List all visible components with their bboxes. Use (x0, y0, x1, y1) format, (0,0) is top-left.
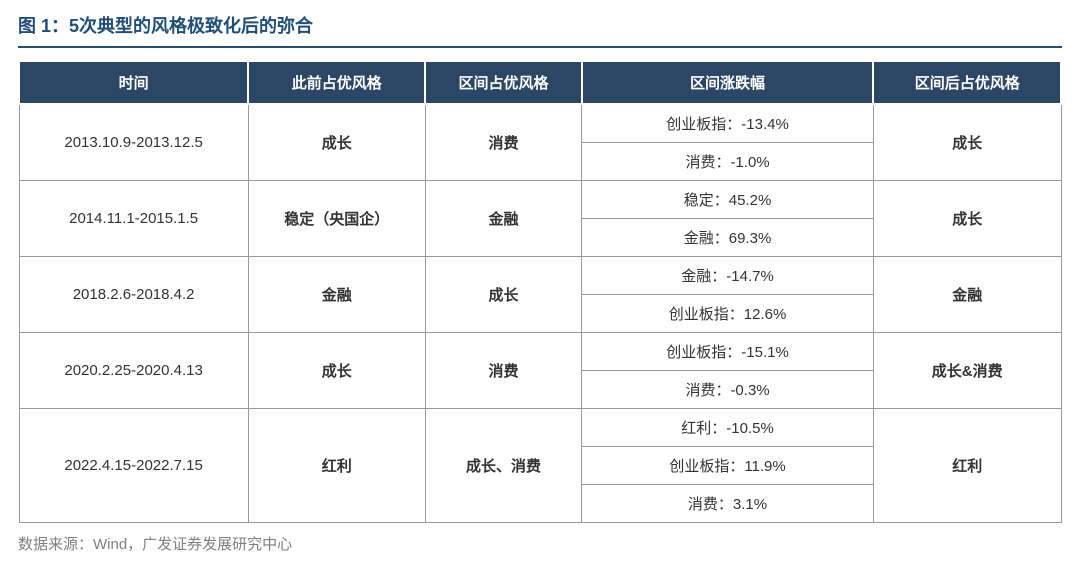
table-row: 2013.10.9-2013.12.5成长消费创业板指：-13.4%成长 (19, 104, 1061, 143)
table-row: 2020.2.25-2020.4.13成长消费创业板指：-15.1%成长&消费 (19, 333, 1061, 371)
header-change: 区间涨跌幅 (582, 61, 874, 104)
cell-change: 消费：-0.3% (582, 371, 874, 409)
figure-title: 图 1：5次典型的风格极致化后的弥合 (18, 12, 1062, 48)
cell-after-style: 金融 (873, 257, 1061, 333)
cell-change: 金融：69.3% (582, 219, 874, 257)
cell-after-style: 成长&消费 (873, 333, 1061, 409)
cell-time: 2018.2.6-2018.4.2 (19, 257, 248, 333)
cell-period-style: 消费 (425, 104, 581, 181)
cell-period-style: 消费 (425, 333, 581, 409)
cell-time: 2020.2.25-2020.4.13 (19, 333, 248, 409)
table-header-row: 时间 此前占优风格 区间占优风格 区间涨跌幅 区间后占优风格 (19, 61, 1061, 104)
cell-prev-style: 红利 (248, 409, 425, 523)
style-table: 时间 此前占优风格 区间占优风格 区间涨跌幅 区间后占优风格 2013.10.9… (18, 60, 1062, 523)
cell-period-style: 成长 (425, 257, 581, 333)
cell-prev-style: 成长 (248, 333, 425, 409)
cell-change: 创业板指：11.9% (582, 447, 874, 485)
cell-prev-style: 稳定（央国企） (248, 181, 425, 257)
cell-prev-style: 成长 (248, 104, 425, 181)
cell-change: 消费：3.1% (582, 485, 874, 523)
cell-change: 创业板指：-13.4% (582, 104, 874, 143)
cell-change: 创业板指：12.6% (582, 295, 874, 333)
cell-time: 2013.10.9-2013.12.5 (19, 104, 248, 181)
header-prev: 此前占优风格 (248, 61, 425, 104)
cell-change: 消费：-1.0% (582, 143, 874, 181)
cell-after-style: 成长 (873, 104, 1061, 181)
cell-prev-style: 金融 (248, 257, 425, 333)
cell-time: 2022.4.15-2022.7.15 (19, 409, 248, 523)
cell-change: 红利：-10.5% (582, 409, 874, 447)
cell-after-style: 红利 (873, 409, 1061, 523)
cell-change: 创业板指：-15.1% (582, 333, 874, 371)
header-after: 区间后占优风格 (873, 61, 1061, 104)
table-row: 2018.2.6-2018.4.2金融成长金融：-14.7%金融 (19, 257, 1061, 295)
cell-change: 稳定：45.2% (582, 181, 874, 219)
header-time: 时间 (19, 61, 248, 104)
cell-period-style: 金融 (425, 181, 581, 257)
cell-period-style: 成长、消费 (425, 409, 581, 523)
table-row: 2022.4.15-2022.7.15红利成长、消费红利：-10.5%红利 (19, 409, 1061, 447)
cell-time: 2014.11.1-2015.1.5 (19, 181, 248, 257)
data-source: 数据来源：Wind，广发证券发展研究中心 (18, 533, 1062, 554)
cell-after-style: 成长 (873, 181, 1061, 257)
cell-change: 金融：-14.7% (582, 257, 874, 295)
table-row: 2014.11.1-2015.1.5稳定（央国企）金融稳定：45.2%成长 (19, 181, 1061, 219)
header-period: 区间占优风格 (425, 61, 581, 104)
